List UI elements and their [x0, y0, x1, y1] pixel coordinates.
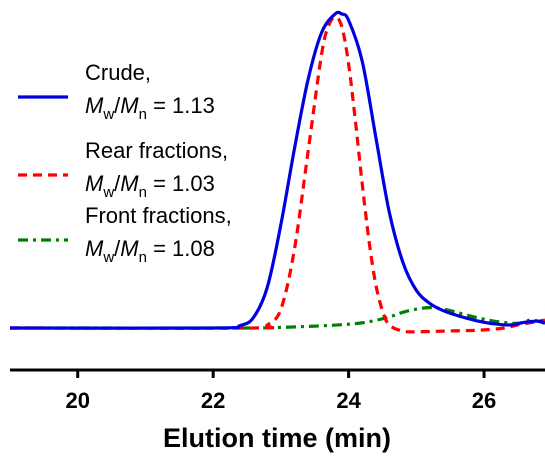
legend-ratio-1: Mw/Mn = 1.03	[85, 171, 215, 201]
x-tick-label: 20	[65, 388, 89, 413]
x-tick-label: 26	[472, 388, 496, 413]
legend-label-2: Front fractions,	[85, 203, 232, 228]
legend-label-0: Crude,	[85, 60, 151, 85]
x-tick-label: 24	[336, 388, 361, 413]
legend-ratio-2: Mw/Mn = 1.08	[85, 236, 215, 266]
legend: Crude, Mw/Mn = 1.13 Rear fractions, Mw/Mn =…	[18, 60, 232, 266]
series-layer	[9, 10, 545, 334]
series-line-2	[9, 306, 545, 330]
x-axis: 20 22 24 26	[10, 368, 545, 413]
series-line-1	[9, 15, 545, 334]
x-tick-label: 22	[201, 388, 225, 413]
legend-ratio-0: Mw/Mn = 1.13	[85, 93, 215, 123]
series-line-0	[9, 10, 545, 330]
legend-label-1: Rear fractions,	[85, 138, 228, 163]
x-axis-title: Elution time (min)	[163, 423, 391, 453]
